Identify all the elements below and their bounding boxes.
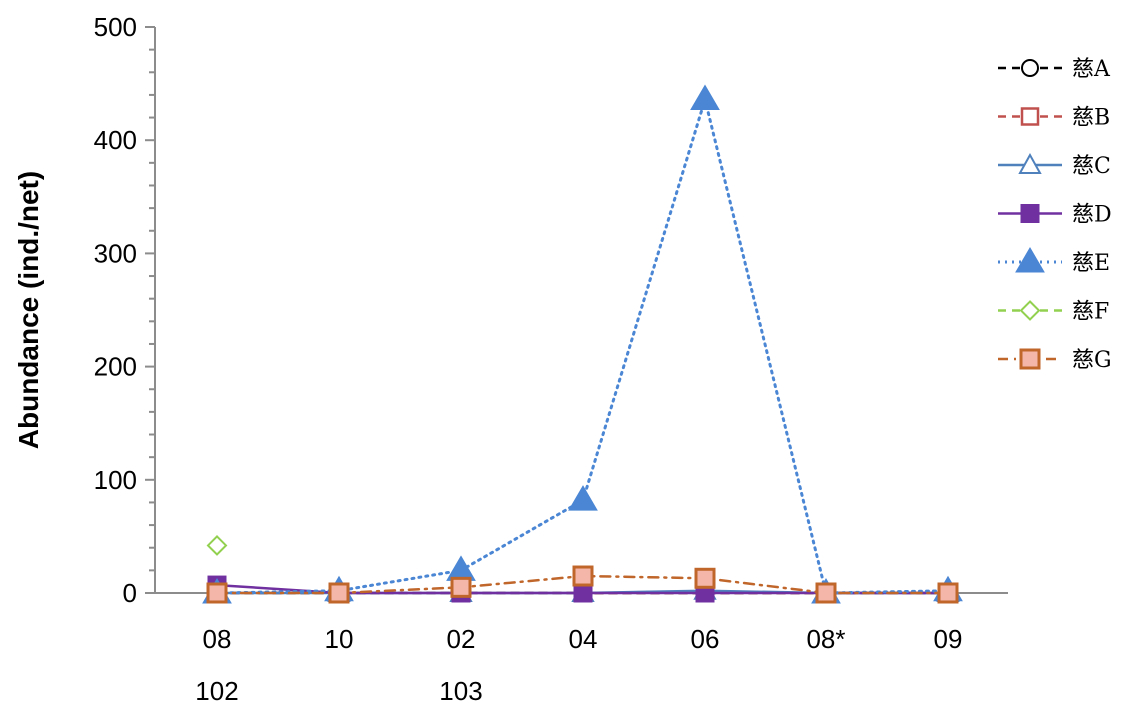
data-point [206,582,228,604]
legend-label: 慈C [1072,154,1111,179]
x-tick-label: 08 [203,624,232,654]
legend-marker [1021,59,1039,77]
y-axis-label: Abundance (ind./net) [13,171,44,449]
x-tick-label: 10 [325,624,354,654]
legend-entry: 慈C [998,152,1111,179]
legend-marker [1018,152,1042,174]
data-point [568,485,598,511]
legend-marker [1020,204,1040,223]
y-axis-title: Abundance (ind./net) [13,171,44,449]
x-tick-label: 08* [806,624,845,654]
data-point [206,535,228,556]
data-point [450,576,472,598]
legend-label: 慈G [1072,348,1112,373]
series-6 [206,535,228,556]
legend-marker [1019,300,1041,321]
y-tick-label: 400 [94,125,137,155]
x-year-label: 102 [195,676,238,704]
series-7 [206,565,959,604]
legend-marker [1020,107,1040,126]
data-point [690,84,720,110]
y-tick-label: 200 [94,352,137,382]
legend-label: 慈D [1072,203,1112,228]
data-point [573,583,593,603]
legend-entry: 慈G [998,348,1112,373]
legend-entry: 慈F [998,300,1109,325]
y-tick-label: 0 [123,578,137,608]
y-tick-label: 500 [94,12,137,42]
legend-entry: 慈B [998,106,1110,131]
series-5 [202,84,963,604]
data-point [328,582,350,604]
legend-entry: 慈D [998,203,1112,228]
y-tick-label: 300 [94,238,137,268]
x-tick-label: 06 [691,624,720,654]
legend: 慈A 慈B 慈C 慈D 慈E 慈F 慈G [998,57,1112,373]
x-tick-label: 09 [934,624,963,654]
data-point [446,555,476,581]
legend-entry: 慈E [998,247,1110,276]
series-line [215,93,950,595]
x-tick-label: 02 [447,624,476,654]
series-layer [202,84,963,604]
legend-entry: 慈A [998,57,1111,82]
x-tick-label: 04 [569,624,598,654]
data-point [815,582,837,604]
legend-label: 慈A [1072,57,1111,82]
legend-label: 慈F [1072,300,1109,325]
x-year-label: 103 [439,676,482,704]
legend-label: 慈E [1072,251,1110,276]
legend-label: 慈B [1072,106,1110,131]
legend-marker [1019,348,1041,370]
axes: 0 100 200 300 400 500 08 10 02 04 06 08* 09 102 103 [94,12,1008,704]
y-tick-label: 100 [94,465,137,495]
data-point [572,565,594,587]
data-point [694,567,716,589]
data-point [937,582,959,604]
legend-marker [1015,247,1045,273]
